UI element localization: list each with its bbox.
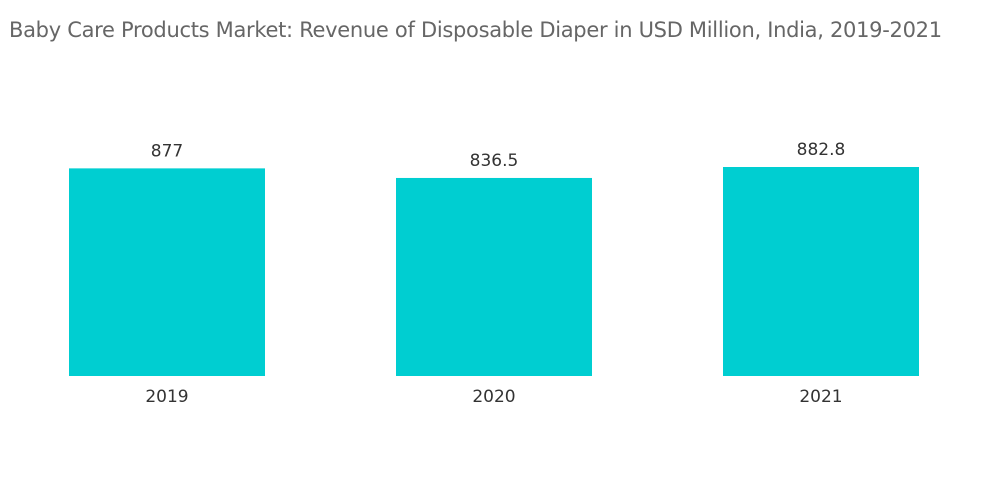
value-labels-group: 877 836.5 882.8 [151,140,846,171]
chart-title: Baby Care Products Market: Revenue of Di… [9,18,942,42]
value-label-2020: 836.5 [470,151,519,171]
bars-group [69,167,919,376]
bar-2020 [396,177,592,376]
x-tick-label-2021: 2021 [799,387,842,407]
x-tick-label-2020: 2020 [472,387,515,407]
value-label-2021: 882.8 [797,140,846,160]
x-tick-label-2019: 2019 [145,387,188,407]
bar-2019 [69,168,265,376]
x-axis-ticks: 2019 2020 2021 [145,387,842,407]
bar-2021 [723,167,919,376]
value-label-2019: 877 [151,141,183,161]
